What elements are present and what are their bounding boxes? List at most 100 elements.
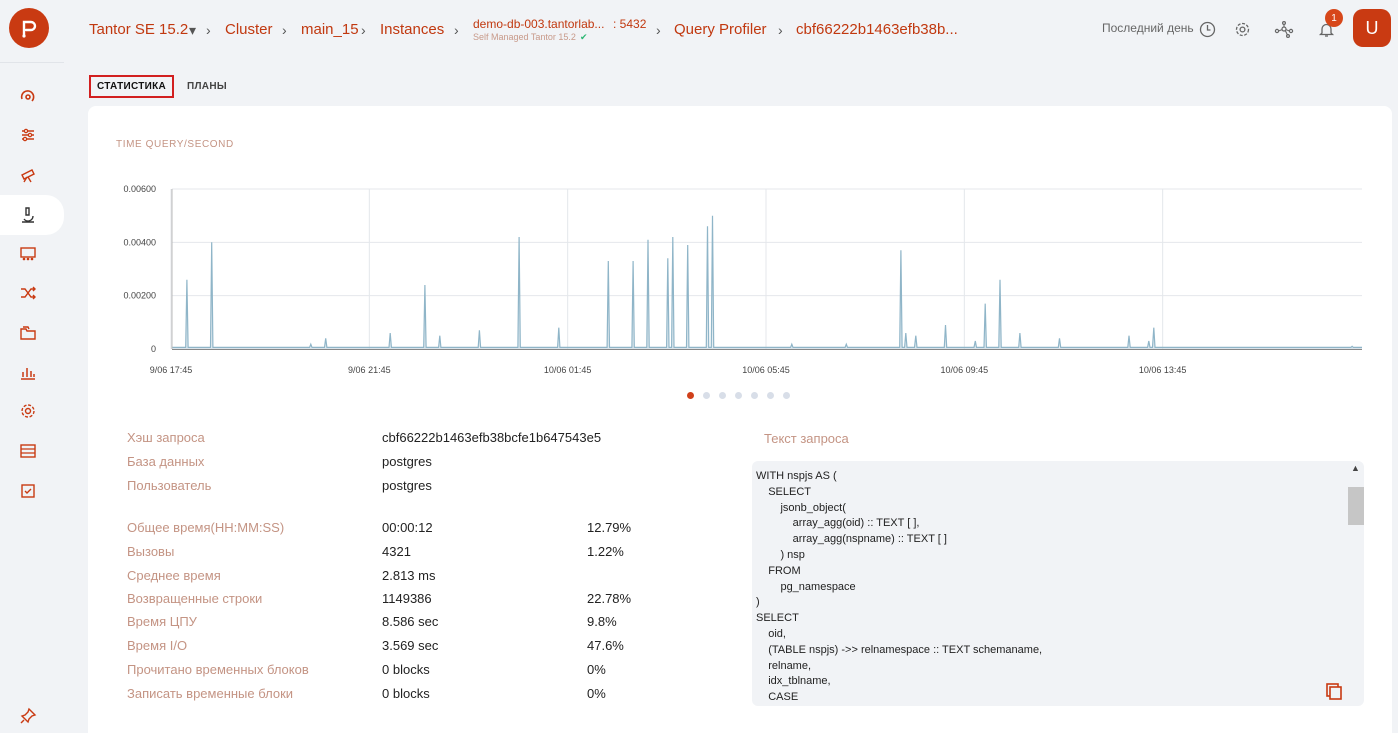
app-logo[interactable] — [9, 8, 49, 48]
stat-label-temp-read: Прочитано временных блоков — [127, 662, 309, 677]
breadcrumb-cluster-name[interactable]: main_15 — [301, 21, 359, 38]
stat-value-calls: 4321 — [382, 544, 411, 559]
stat-value-hash: cbf66222b1463efb38bcfe1b647543e5 — [382, 430, 602, 445]
stat-pct-io-time: 47.6% — [587, 638, 624, 653]
checklist-icon[interactable] — [17, 480, 39, 502]
stat-label-rows: Возвращенные строки — [127, 591, 263, 606]
pagination-dot[interactable] — [783, 392, 790, 399]
tab-statistics[interactable]: СТАТИСТИКА — [89, 75, 175, 98]
pagination-dot[interactable] — [735, 392, 742, 399]
chevron-down-icon[interactable]: ▾ — [189, 22, 197, 38]
pagination-dot[interactable] — [751, 392, 758, 399]
y-tick-label: 0 — [151, 344, 156, 354]
notification-badge: 1 — [1325, 9, 1343, 27]
stat-value-database: postgres — [382, 454, 432, 469]
microscope-icon[interactable] — [17, 204, 39, 226]
stat-pct-cpu-time: 9.8% — [587, 614, 617, 629]
sessions-icon[interactable] — [17, 243, 39, 265]
dashboard-icon[interactable] — [17, 85, 39, 107]
stat-label-total-time: Общее время(HH:MM:SS) — [127, 520, 285, 535]
copy-icon[interactable] — [1324, 682, 1346, 704]
stat-label-database: База данных — [127, 454, 205, 469]
stat-value-temp-read: 0 blocks — [382, 662, 430, 677]
pagination-dot[interactable] — [719, 392, 726, 399]
stat-value-user: postgres — [382, 478, 432, 493]
stat-label-cpu-time: Время ЦПУ — [127, 614, 197, 629]
sidebar-divider — [0, 62, 64, 63]
shuffle-icon[interactable] — [17, 282, 39, 304]
period-selector[interactable]: Последний день — [1102, 21, 1194, 35]
x-tick-label: 9/06 17:45 — [150, 365, 193, 375]
folders-icon[interactable] — [17, 322, 39, 344]
y-tick-label: 0.00600 — [123, 184, 156, 194]
pagination-dot[interactable] — [703, 392, 710, 399]
time-query-chart: 0.00600 0.00400 0.00200 0 9/06 17:45 9/06 21:… — [123, 184, 1362, 375]
telescope-icon[interactable] — [17, 164, 39, 186]
scroll-up-icon[interactable]: ▲ — [1351, 463, 1360, 473]
tab-plans[interactable]: ПЛАНЫ — [187, 81, 227, 92]
chart-pagination — [687, 392, 790, 399]
sidebar-active-highlight — [0, 195, 64, 235]
stat-label-hash: Хэш запроса — [127, 430, 205, 445]
stat-value-rows: 1149386 — [382, 591, 432, 606]
pagination-dot[interactable] — [767, 392, 774, 399]
table-icon[interactable] — [17, 440, 39, 462]
stat-label-io-time: Время I/O — [127, 638, 188, 653]
stat-pct-temp-read: 0% — [587, 662, 606, 677]
y-tick-label: 0.00200 — [123, 291, 156, 301]
stat-pct-rows: 22.78% — [587, 591, 632, 606]
stat-label-user: Пользователь — [127, 478, 212, 493]
query-scrollbar[interactable]: ▲ — [1348, 461, 1364, 706]
breadcrumb-query-profiler[interactable]: Query Profiler — [674, 21, 767, 38]
breadcrumb-separator-icon: › — [454, 22, 459, 38]
stat-pct-calls: 1.22% — [587, 544, 624, 559]
x-tick-label: 10/06 09:45 — [941, 365, 989, 375]
query-text-title: Текст запроса — [764, 431, 849, 446]
topology-icon[interactable] — [1273, 18, 1295, 40]
breadcrumb-query-id: cbf66222b1463efb38b... — [796, 21, 958, 38]
x-tick-label: 9/06 21:45 — [348, 365, 391, 375]
bar-chart-icon[interactable] — [17, 361, 39, 383]
breadcrumb-cluster[interactable]: Cluster — [225, 21, 273, 38]
query-text[interactable]: WITH nspjs AS ( SELECT jsonb_object( arr… — [756, 470, 1043, 704]
statistics-card: TIME QUERY/SECOND 0.00600 0.00400 0.00200 0… — [88, 106, 1392, 733]
stat-label-avg-time: Среднее время — [127, 568, 221, 583]
x-tick-label: 10/06 13:45 — [1139, 365, 1187, 375]
top-header: Tantor SE 15.2 ▾ › Cluster › main_15 › I… — [64, 0, 1398, 60]
series-line — [172, 215, 1362, 348]
chart-title: TIME QUERY/SECOND — [116, 139, 234, 150]
x-tick-label: 10/06 05:45 — [742, 365, 790, 375]
series-area — [172, 215, 1362, 349]
breadcrumb-instance-host[interactable]: demo-db-003.tantorlab... — [473, 17, 605, 31]
instance-subtitle: Self Managed Tantor 15.2 — [473, 32, 576, 42]
breadcrumb-instances[interactable]: Instances — [380, 21, 445, 38]
settings-sliders-icon[interactable] — [17, 124, 39, 146]
stat-pct-temp-write: 0% — [587, 686, 606, 701]
stat-label-temp-write: Записать временные блоки — [127, 686, 294, 701]
clock-icon[interactable] — [1196, 18, 1218, 40]
scrollbar-thumb[interactable] — [1348, 487, 1364, 525]
product-selector[interactable]: Tantor SE 15.2 — [89, 21, 189, 38]
breadcrumb-instance-port: : 5432 — [613, 17, 647, 31]
avatar[interactable]: U — [1353, 9, 1391, 47]
stat-pct-total-time: 12.79% — [587, 520, 632, 535]
settings-gear-icon[interactable] — [1231, 18, 1253, 40]
stat-value-temp-write: 0 blocks — [382, 686, 430, 701]
stat-label-calls: Вызовы — [127, 544, 175, 559]
breadcrumb-separator-icon: › — [778, 22, 783, 38]
stat-value-total-time: 00:00:12 — [382, 520, 433, 535]
y-tick-label: 0.00400 — [123, 237, 156, 247]
sidebar — [0, 0, 64, 733]
chart-area: 0.00600 0.00400 0.00200 0 9/06 17:45 9/06 21:… — [88, 166, 1392, 406]
breadcrumb-separator-icon: › — [361, 22, 366, 38]
breadcrumb-separator-icon: › — [206, 22, 211, 38]
x-tick-label: 10/06 01:45 — [544, 365, 592, 375]
stat-value-avg-time: 2.813 ms — [382, 568, 436, 583]
query-text-box[interactable]: WITH nspjs AS ( SELECT jsonb_object( arr… — [752, 461, 1364, 706]
stat-value-cpu-time: 8.586 sec — [382, 614, 439, 629]
pin-icon[interactable] — [17, 705, 39, 727]
breadcrumb-separator-icon: › — [282, 22, 287, 38]
stat-value-io-time: 3.569 sec — [382, 638, 439, 653]
gear-icon[interactable] — [17, 400, 39, 422]
pagination-dot[interactable] — [687, 392, 694, 399]
